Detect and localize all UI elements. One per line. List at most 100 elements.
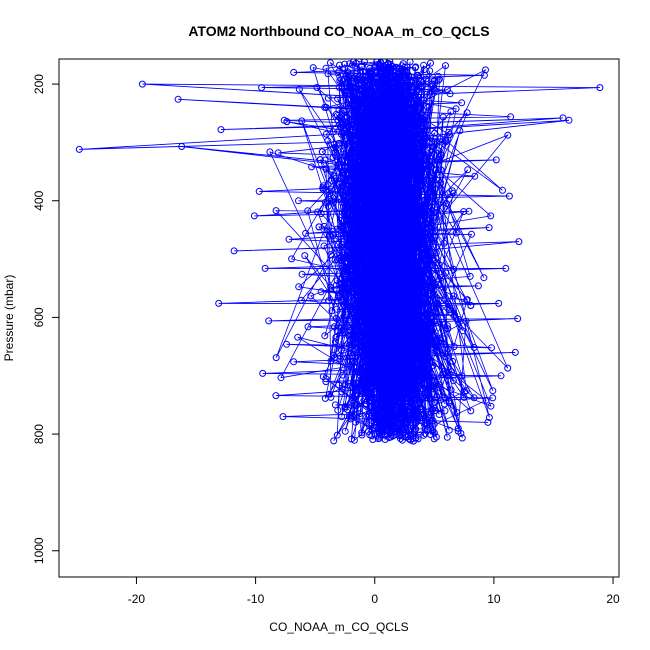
data-point xyxy=(363,400,370,408)
data-point xyxy=(480,274,488,282)
data-point xyxy=(357,283,365,290)
data-point xyxy=(390,284,398,292)
x-tick-label: 10 xyxy=(487,592,501,606)
data-point xyxy=(391,91,399,99)
data-point xyxy=(336,352,344,360)
y-tick-label: 200 xyxy=(32,74,46,94)
data-point xyxy=(441,407,449,415)
data-point xyxy=(504,364,512,372)
data-point xyxy=(215,299,223,307)
data-point xyxy=(333,431,341,439)
data-point xyxy=(417,411,425,419)
data-point xyxy=(359,109,367,117)
data-point xyxy=(387,69,395,77)
data-point xyxy=(377,420,385,428)
data-point xyxy=(391,385,399,393)
data-point xyxy=(395,137,403,145)
data-point xyxy=(379,91,387,99)
data-point xyxy=(411,337,419,345)
data-point xyxy=(320,242,328,250)
data-point xyxy=(429,236,437,244)
data-point xyxy=(441,400,448,408)
y-tick-label: 600 xyxy=(32,307,46,327)
data-point xyxy=(321,103,329,111)
data-point xyxy=(408,154,416,162)
data-point xyxy=(373,337,381,345)
data-point xyxy=(383,119,391,127)
data-point xyxy=(439,335,447,343)
data-point xyxy=(332,110,340,118)
data-point xyxy=(346,60,354,68)
data-point xyxy=(279,413,287,421)
data-point xyxy=(437,179,445,187)
data-point xyxy=(413,96,421,103)
data-point xyxy=(425,139,433,147)
data-point xyxy=(409,437,417,445)
data-point xyxy=(376,434,384,442)
data-point xyxy=(381,66,389,74)
data-point xyxy=(433,300,441,308)
data-point xyxy=(423,126,431,134)
data-point xyxy=(445,128,453,136)
data-point xyxy=(444,372,452,380)
data-point xyxy=(380,325,388,333)
data-point xyxy=(335,254,343,262)
data-point xyxy=(489,394,497,402)
data-point xyxy=(391,165,399,173)
data-point xyxy=(415,321,422,329)
data-point xyxy=(396,362,404,370)
data-point xyxy=(488,344,495,352)
data-point xyxy=(356,100,364,108)
data-point xyxy=(373,243,381,251)
data-point xyxy=(415,324,423,332)
data-point xyxy=(354,74,362,82)
data-point xyxy=(420,333,428,341)
data-point xyxy=(230,247,238,255)
y-tick-label: 400 xyxy=(32,190,46,210)
data-point xyxy=(304,207,312,215)
data-point xyxy=(432,249,440,257)
data-point xyxy=(404,418,412,426)
data-point xyxy=(371,405,379,413)
data-point xyxy=(341,427,349,435)
data-point xyxy=(427,328,435,336)
data-point xyxy=(366,260,374,268)
data-point xyxy=(456,127,464,135)
data-point xyxy=(400,284,408,292)
data-point xyxy=(435,411,443,418)
data-point xyxy=(298,270,306,278)
data-point xyxy=(467,407,475,415)
data-point xyxy=(338,413,346,421)
chart-title: ATOM2 Northbound CO_NOAA_m_CO_QCLS xyxy=(188,23,489,39)
data-point xyxy=(351,368,359,376)
data-point xyxy=(379,142,387,150)
data-point xyxy=(406,234,414,242)
data-point xyxy=(376,420,384,428)
data-point xyxy=(343,323,351,331)
data-point xyxy=(178,143,186,150)
data-point xyxy=(333,305,341,313)
data-point xyxy=(353,205,361,213)
data-point xyxy=(387,400,395,408)
data-point xyxy=(449,357,457,365)
data-point xyxy=(352,59,360,67)
data-point xyxy=(350,357,358,365)
data-point xyxy=(420,61,428,69)
data-point xyxy=(358,148,366,156)
data-point xyxy=(466,272,474,280)
data-point xyxy=(258,84,266,92)
data-point xyxy=(330,437,338,445)
data-point xyxy=(265,317,273,325)
data-point xyxy=(428,383,436,391)
data-point xyxy=(499,186,506,194)
data-point xyxy=(345,242,353,250)
data-point xyxy=(411,103,419,110)
data-point xyxy=(391,258,399,265)
data-point xyxy=(358,431,366,439)
data-point xyxy=(138,80,146,88)
data-point xyxy=(434,76,442,84)
data-point xyxy=(359,87,366,95)
data-point xyxy=(402,261,410,269)
data-point xyxy=(396,373,404,381)
data-point xyxy=(383,208,391,216)
